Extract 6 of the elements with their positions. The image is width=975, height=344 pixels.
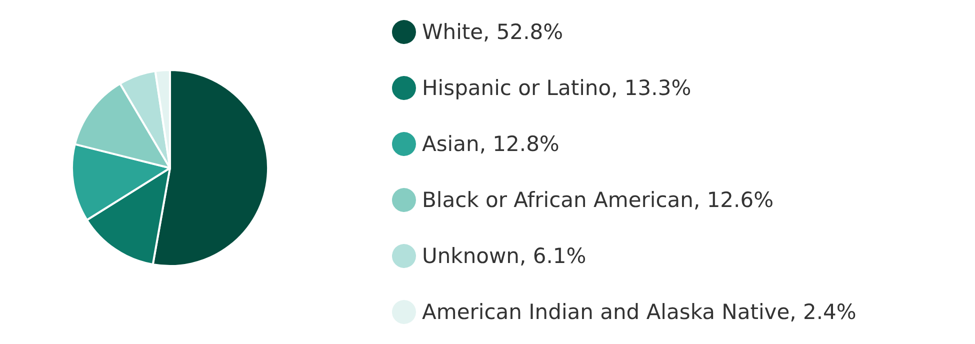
- legend-label: American Indian and Alaska Native, 2.4%: [422, 300, 856, 324]
- legend-label: Unknown, 6.1%: [422, 244, 586, 268]
- legend-label: Hispanic or Latino, 13.3%: [422, 76, 692, 100]
- legend-label: Black or African American, 12.6%: [422, 188, 774, 212]
- legend-label: White, 52.8%: [422, 20, 564, 44]
- legend-label: Asian, 12.8%: [422, 132, 560, 156]
